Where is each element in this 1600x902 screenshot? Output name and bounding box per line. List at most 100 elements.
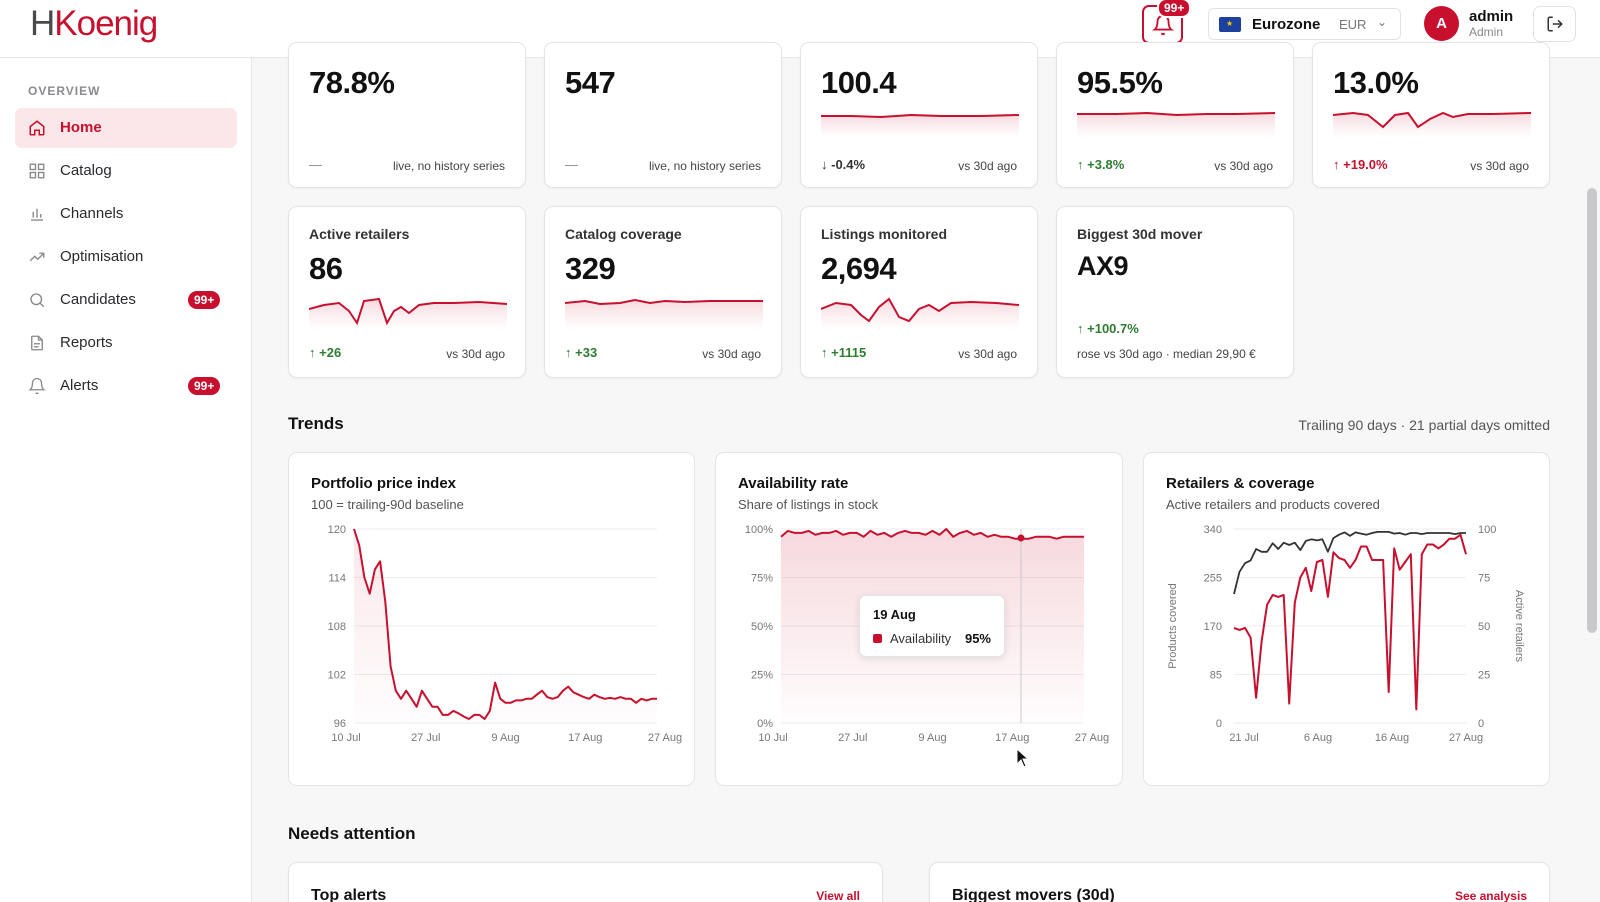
kpi-reference: vs 30d ago: [702, 347, 761, 361]
kpi-reference: vs 30d ago: [958, 347, 1017, 361]
y-tick-label-left: 0: [1216, 718, 1222, 730]
kpi-label: Catalog coverage: [565, 226, 682, 242]
y-tick-label-left: 340: [1204, 524, 1222, 536]
top-alerts-card: Top alerts View all: [288, 862, 883, 902]
scrollbar[interactable]: [1587, 188, 1597, 633]
kpi-delta-value: +3.8%: [1087, 157, 1125, 172]
currency-label: EUR: [1339, 17, 1367, 32]
mouse-cursor-icon: [1016, 748, 1030, 768]
region-selector[interactable]: Eurozone EUR ⌄: [1208, 8, 1401, 40]
y-tick-label-right: 50: [1478, 621, 1490, 633]
logout-button[interactable]: [1533, 6, 1576, 42]
x-tick-label: 27 Aug: [648, 732, 682, 744]
chart-subtitle: Active retailers and products covered: [1166, 497, 1380, 512]
see-analysis-link[interactable]: See analysis: [1454, 889, 1527, 902]
kpi-label: Biggest 30d mover: [1077, 226, 1203, 242]
sidebar-item-label: Home: [60, 119, 102, 136]
sidebar-item-channels[interactable]: Channels: [15, 194, 237, 234]
retailers-coverage-chart[interactable]: 340 255 170 85 0 100 75 50 25 0 21 Jul 6 Aug 16 Aug 2…: [1144, 523, 1551, 763]
sidebar-item-label: Optimisation: [60, 248, 144, 265]
search-icon: [30, 293, 45, 308]
x-tick-label: 17 Aug: [568, 732, 602, 744]
biggest-movers-title: Biggest movers (30d): [952, 887, 1115, 902]
sidebar-item-catalog[interactable]: Catalog: [15, 151, 237, 191]
sidebar: OVERVIEW Home Catalog Channels Optimisat…: [0, 58, 252, 902]
kpi-reference: live, no history series: [392, 159, 505, 173]
sidebar-section-label: OVERVIEW: [28, 84, 101, 98]
kpi-card-biggest-mover[interactable]: Biggest 30d mover AX9 ↑ +100.7% rose vs …: [1056, 206, 1294, 378]
kpi-sparkline: [309, 297, 507, 329]
needs-attention-title: Needs attention: [288, 824, 416, 843]
price-index-chart[interactable]: 120 114 108 102 96 10 Jul 27 Jul 9 Aug 17 Aug 27 …: [289, 523, 696, 763]
home-icon: [29, 120, 45, 136]
sidebar-item-candidates[interactable]: Candidates 99+: [15, 280, 237, 320]
tooltip-label: Availability: [890, 631, 952, 646]
kpi-delta: ↑ +19.0%: [1333, 157, 1388, 172]
x-tick-label: 16 Aug: [1375, 732, 1409, 744]
kpi-card-listings-monitored[interactable]: Listings monitored 2,694 ↑ +1115 vs 30d …: [800, 206, 1038, 378]
logo[interactable]: HKoenig: [30, 4, 158, 44]
sidebar-item-label: Catalog: [60, 162, 112, 179]
y-tick-label: 0%: [757, 718, 773, 730]
y-tick-label: 102: [328, 670, 346, 682]
kpi-card[interactable]: 100.4 ↓ -0.4% vs 30d ago: [800, 42, 1038, 188]
kpi-card[interactable]: 78.8% — live, no history series: [288, 42, 526, 188]
y-tick-label-left: 170: [1204, 621, 1222, 633]
kpi-value: 13.0%: [1333, 65, 1419, 100]
series-line-products: [1233, 530, 1466, 595]
kpi-card[interactable]: 547 — live, no history series: [544, 42, 782, 188]
kpi-subtext: rose vs 30d ago · median 29,90 €: [1077, 347, 1256, 361]
trends-note: Trailing 90 days · 21 partial days omitt…: [1298, 417, 1550, 433]
y-tick-label-left: 255: [1204, 573, 1222, 585]
view-all-link[interactable]: View all: [816, 889, 860, 902]
y-tick-label-right: 0: [1478, 718, 1484, 730]
arrow-down-icon: ↓: [821, 157, 832, 172]
avatar[interactable]: A: [1424, 6, 1459, 41]
arrow-up-icon: ↑: [309, 345, 320, 360]
kpi-card-catalog-coverage[interactable]: Catalog coverage 329 ↑ +33 vs 30d ago: [544, 206, 782, 378]
grid-icon: [29, 163, 45, 179]
kpi-delta: —: [565, 157, 578, 172]
eu-flag-icon: [1219, 17, 1241, 32]
y-tick-label: 114: [328, 573, 346, 585]
kpi-delta-value: -0.4%: [831, 157, 866, 172]
x-tick-label: 9 Aug: [918, 732, 946, 744]
logout-icon: [1547, 16, 1563, 32]
sidebar-item-reports[interactable]: Reports: [15, 323, 237, 363]
logo-initial: H: [30, 4, 55, 43]
kpi-label: Active retailers: [309, 226, 410, 242]
region-name: Eurozone: [1252, 16, 1321, 33]
kpi-reference: vs 30d ago: [1214, 159, 1273, 173]
alerts-badge: 99+: [188, 377, 221, 395]
y-tick-label: 25%: [751, 670, 773, 682]
sidebar-item-home[interactable]: Home: [15, 108, 237, 148]
x-tick-label: 21 Jul: [1229, 732, 1258, 744]
chart-tooltip: 19 Aug Availability 95%: [859, 595, 1005, 657]
x-tick-label: 10 Jul: [331, 732, 360, 744]
y-tick-label: 108: [328, 621, 346, 633]
series-line-retailers: [1233, 533, 1467, 711]
bell-icon: [28, 377, 46, 395]
arrow-up-icon: ↑: [1333, 157, 1344, 172]
kpi-card[interactable]: 95.5% ↑ +3.8% vs 30d ago: [1056, 42, 1294, 188]
kpi-card-active-retailers[interactable]: Active retailers 86 ↑ +26 vs 30d ago: [288, 206, 526, 378]
chart-title: Portfolio price index: [311, 475, 457, 492]
notifications-badge: 99+: [1157, 0, 1192, 18]
y-tick-label: 100%: [745, 524, 773, 536]
kpi-delta: ↑ +100.7%: [1077, 321, 1139, 336]
sidebar-item-alerts[interactable]: Alerts 99+: [15, 366, 237, 406]
x-tick-label: 10 Jul: [758, 732, 787, 744]
x-tick-label: 27 Jul: [411, 732, 440, 744]
y-tick-label-right: 25: [1478, 670, 1490, 682]
chart-title: Availability rate: [738, 475, 849, 492]
sidebar-item-optimisation[interactable]: Optimisation: [15, 237, 237, 277]
arrow-up-icon: ↑: [1077, 321, 1088, 336]
sidebar-item-label: Alerts: [60, 377, 99, 394]
arrow-up-icon: ↑: [565, 345, 576, 360]
kpi-delta: ↓ -0.4%: [821, 157, 865, 172]
kpi-delta: ↑ +26: [309, 345, 341, 360]
y-tick-label-right: 75: [1478, 573, 1490, 585]
kpi-card[interactable]: 13.0% ↑ +19.0% vs 30d ago: [1312, 42, 1550, 188]
chart-title: Retailers & coverage: [1166, 475, 1315, 492]
user-role: Admin: [1469, 25, 1504, 39]
